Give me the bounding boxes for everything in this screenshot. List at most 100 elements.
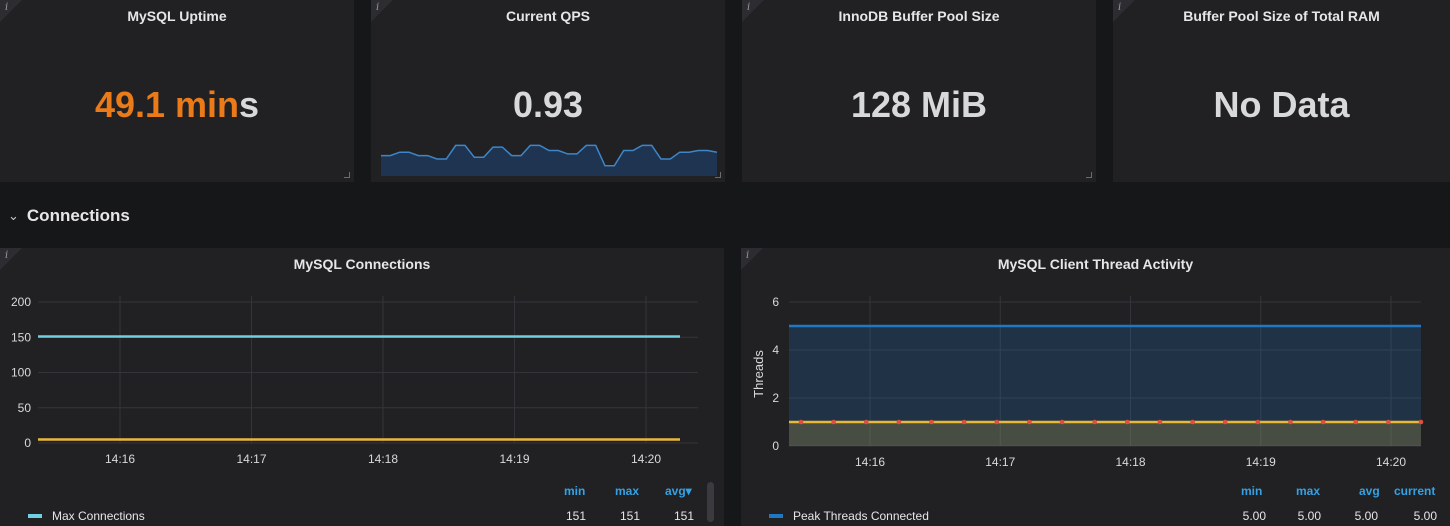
panel-corner <box>1113 0 1135 22</box>
x-tick-label: 14:19 <box>1246 455 1276 469</box>
sparkline-fill <box>381 145 717 176</box>
stat-value: 128 MiB <box>850 84 988 125</box>
stat-value: 0.93 <box>512 84 584 125</box>
x-tick-label: 14:17 <box>236 452 266 466</box>
y-tick-label: 6 <box>772 295 779 309</box>
legend-header-min[interactable]: min <box>1241 484 1263 498</box>
series-point <box>863 419 869 425</box>
series-point <box>994 419 1000 425</box>
series-point <box>929 419 934 425</box>
legend-label: Max Connections <box>52 509 145 523</box>
panel-corner <box>0 248 22 270</box>
qps-sparkline <box>381 144 717 176</box>
legend-swatch <box>28 514 42 518</box>
legend-value-max: 151 <box>619 509 640 523</box>
x-tick-label: 14:20 <box>1376 455 1406 469</box>
legend-item-peak-threads-connected[interactable]: Peak Threads Connected <box>769 509 929 523</box>
series-point <box>1255 419 1261 425</box>
sparkline-line <box>381 144 717 167</box>
panel-title[interactable]: Buffer Pool Size of Total RAM <box>1183 8 1380 24</box>
legend-value-avg: 151 <box>673 509 694 523</box>
info-icon[interactable]: i <box>5 2 9 13</box>
legend-value-max: 5.00 <box>1297 509 1321 523</box>
series-point <box>798 419 804 425</box>
stat-value-number: 49.1 min <box>94 84 240 125</box>
graph-panel-client-thread-activity[interactable]: 0 2 4 6 14:16 14:17 14:18 14:19 14:20 Threads i M… <box>741 248 1450 526</box>
stat-panel-buffer-pool-size-of-ram[interactable]: i Buffer Pool Size of Total RAM No Data <box>1113 0 1450 182</box>
panel-title[interactable]: Current QPS <box>505 8 590 24</box>
row-header-connections[interactable]: ⌄ Connections <box>0 196 740 236</box>
x-tick-label: 14:19 <box>499 452 529 466</box>
legend-value-min: 5.00 <box>1242 509 1266 523</box>
legend-header-min[interactable]: min <box>564 484 586 498</box>
legend-header-avg[interactable]: avg <box>1359 484 1380 498</box>
panel-corner <box>741 248 763 270</box>
y-axis-label: Threads <box>751 350 766 398</box>
stat-panel-current-qps[interactable]: i Current QPS 0.93 <box>371 0 725 182</box>
series-point <box>1157 419 1163 425</box>
series-point <box>961 419 967 425</box>
panel-title[interactable]: MySQL Connections <box>293 256 431 272</box>
series-point <box>1353 419 1359 425</box>
graph-panel-mysql-connections[interactable]: 0 50 100 150 200 14:16 14:17 14:18 14:19 14:20 i … <box>0 248 724 526</box>
legend-label: Peak Threads Connected <box>793 509 929 523</box>
legend-item-max-connections[interactable]: Max Connections <box>28 509 145 523</box>
stat-value: 49.1 mins <box>0 84 354 126</box>
legend-swatch <box>769 514 783 518</box>
stat-panel-mysql-uptime[interactable]: i MySQL Uptime 49.1 mins <box>0 0 354 182</box>
panel-title[interactable]: MySQL Client Thread Activity <box>997 256 1194 272</box>
resize-handle[interactable] <box>1086 172 1092 178</box>
connections-chart: 0 50 100 150 200 14:16 14:17 14:18 14:19 14:20 <box>11 295 698 466</box>
x-tick-label: 14:18 <box>368 452 398 466</box>
x-tick-label: 14:18 <box>1115 455 1145 469</box>
info-icon[interactable]: i <box>1118 2 1122 13</box>
legend-header-max[interactable]: max <box>615 484 640 498</box>
panel-title[interactable]: MySQL Uptime <box>127 8 227 24</box>
y-tick-label: 50 <box>18 401 32 415</box>
series-point <box>1320 419 1326 425</box>
x-tick-label: 14:17 <box>985 455 1015 469</box>
info-icon[interactable]: i <box>376 2 380 13</box>
y-tick-label: 0 <box>24 436 31 450</box>
legend-value-avg: 5.00 <box>1354 509 1378 523</box>
panel-corner <box>371 0 393 22</box>
legend-header-avg[interactable]: avg▾ <box>665 484 692 498</box>
series-area <box>789 422 1421 446</box>
info-icon[interactable]: i <box>746 250 750 261</box>
legend-value-current: 5.00 <box>1413 509 1437 523</box>
series-point <box>1418 419 1424 425</box>
stat-panel-innodb-buffer-pool-size[interactable]: i InnoDB Buffer Pool Size 128 MiB <box>742 0 1096 182</box>
legend-value-min: 151 <box>565 509 586 523</box>
info-icon[interactable]: i <box>747 2 751 13</box>
x-tick-label: 14:16 <box>855 455 885 469</box>
y-tick-label: 150 <box>11 330 31 344</box>
series-point <box>1059 419 1065 425</box>
series-point <box>1386 419 1391 425</box>
y-tick-label: 0 <box>772 439 779 453</box>
resize-handle[interactable] <box>344 172 350 178</box>
legend-header-max[interactable]: max <box>1296 484 1321 498</box>
series-point <box>1027 419 1032 425</box>
legend-header-current[interactable]: current <box>1394 484 1436 498</box>
series-point <box>1222 419 1228 425</box>
stat-value: No Data <box>1213 84 1350 125</box>
x-tick-label: 14:16 <box>105 452 135 466</box>
chevron-down-icon[interactable]: ⌄ <box>8 208 19 223</box>
series-point <box>1092 419 1097 425</box>
info-icon[interactable]: i <box>5 250 9 261</box>
panel-corner <box>742 0 764 22</box>
series-point <box>1125 419 1130 425</box>
panel-title[interactable]: InnoDB Buffer Pool Size <box>838 8 1000 24</box>
x-tick-label: 14:20 <box>631 452 661 466</box>
legend-scrollbar[interactable] <box>707 482 714 522</box>
stat-value-suffix: s <box>239 84 260 125</box>
series-area <box>789 326 1421 446</box>
row-title: Connections <box>26 206 130 225</box>
resize-handle[interactable] <box>715 172 721 178</box>
series-point <box>1288 419 1293 425</box>
series-point <box>1190 419 1195 425</box>
y-tick-label: 100 <box>11 366 31 380</box>
thread-activity-chart: 0 2 4 6 14:16 14:17 14:18 14:19 14:20 Threads <box>751 295 1424 469</box>
panel-corner <box>0 0 22 22</box>
y-tick-label: 4 <box>772 343 779 357</box>
